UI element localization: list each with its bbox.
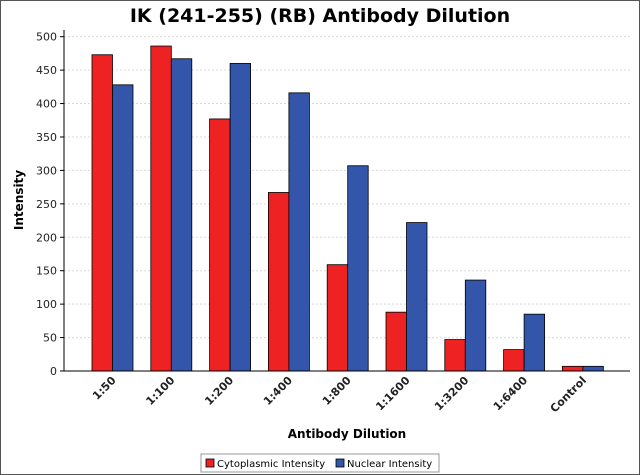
y-tick-label: 450 — [36, 64, 57, 77]
x-tick-label: 1:100 — [143, 374, 177, 408]
legend-swatch-nuclear — [335, 458, 345, 468]
bar-nuclear — [229, 63, 252, 372]
x-tick-label: 1:400 — [261, 374, 295, 408]
bars — [91, 45, 604, 372]
y-tick-label: 0 — [50, 365, 57, 378]
x-axis-title: Antibody Dilution — [288, 427, 406, 441]
x-tick-label: 1:1600 — [373, 374, 413, 414]
x-tick-label: 1:3200 — [432, 374, 472, 414]
bar-cytoplasmic — [562, 365, 584, 372]
y-tick-label: 250 — [36, 198, 57, 211]
y-tick-labels: 0 50 100 150 200 250 300 350 400 450 500 — [36, 31, 64, 378]
bar-cytoplasmic — [326, 264, 349, 372]
y-tick-label: 150 — [36, 265, 57, 278]
bar-nuclear — [112, 84, 134, 372]
x-tick-label: Control — [548, 374, 589, 415]
legend-box — [200, 453, 440, 473]
x-tick-label: 1:50 — [90, 374, 119, 403]
bar-cytoplasmic — [385, 311, 407, 372]
bar-nuclear — [288, 92, 310, 372]
y-tick-label: 50 — [43, 332, 57, 345]
legend: Cytoplasmic Intensity Nuclear Intensity — [200, 453, 440, 473]
y-tick-label: 100 — [36, 298, 57, 311]
chart-title: IK (241-255) (RB) Antibody Dilution — [130, 5, 510, 27]
bar-nuclear — [170, 58, 193, 372]
bar-cytoplasmic — [209, 118, 231, 372]
y-axis-title: Intensity — [12, 170, 26, 230]
bar-cytoplasmic — [91, 54, 113, 372]
bar-cytoplasmic — [503, 349, 525, 372]
legend-swatch-cytoplasmic — [205, 458, 215, 468]
bar-cytoplasmic — [150, 45, 172, 372]
bar-nuclear — [523, 313, 545, 372]
bar-nuclear — [582, 365, 604, 372]
bar-nuclear — [406, 222, 428, 372]
x-tick-label: 1:6400 — [491, 374, 531, 414]
bar-nuclear — [464, 279, 487, 372]
legend-label-nuclear: Nuclear Intensity — [347, 459, 432, 470]
y-tick-label: 300 — [36, 164, 57, 177]
x-tick-label: 1:800 — [320, 374, 354, 408]
x-tick-label: 1:200 — [202, 374, 236, 408]
y-tick-label: 500 — [36, 31, 57, 44]
axes — [63, 30, 630, 372]
y-tick-label: 200 — [36, 231, 57, 244]
y-tick-label: 350 — [36, 131, 57, 144]
x-tick-labels: 1:50 1:100 1:200 1:400 1:800 1:1600 1:3200 1:64… — [90, 374, 589, 416]
bar-cytoplasmic — [444, 339, 466, 372]
bar-cytoplasmic — [267, 192, 290, 372]
y-tick-label: 400 — [36, 98, 57, 111]
legend-label-cytoplasmic: Cytoplasmic Intensity — [217, 459, 325, 470]
bar-nuclear — [347, 165, 369, 372]
